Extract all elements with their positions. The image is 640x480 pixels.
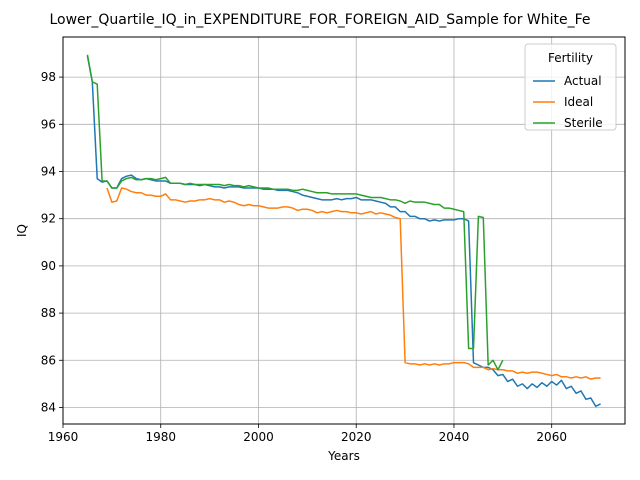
series-line-ideal (106, 187, 601, 380)
x-tick-label: 2040 (439, 430, 470, 444)
legend-title: Fertility (548, 51, 593, 65)
x-tick-label: 2020 (341, 430, 372, 444)
x-tick-label: 1960 (48, 430, 79, 444)
series-lines (86, 54, 601, 408)
y-tick-label: 84 (41, 400, 56, 414)
y-axis-label: IQ (15, 224, 29, 237)
y-axis: 84 86 88 90 92 94 96 98 (41, 70, 63, 414)
y-tick-label: 88 (41, 306, 56, 320)
x-tick-label: 1980 (145, 430, 176, 444)
legend-label-ideal: Ideal (564, 95, 593, 109)
legend-entries: Actual Ideal Sterile (533, 74, 603, 130)
plot-frame (62, 36, 626, 425)
chart-title: Lower_Quartile_IQ_in_EXPENDITURE_FOR_FOR… (49, 12, 590, 28)
y-tick-label: 96 (41, 117, 56, 131)
y-tick-label: 90 (41, 259, 56, 273)
y-tick-label: 98 (41, 70, 56, 84)
x-axis: 1960 1980 2000 2020 2040 2060 (48, 424, 567, 444)
legend-label-actual: Actual (564, 74, 602, 88)
y-tick-label: 94 (41, 165, 56, 179)
x-tick-label: 2000 (243, 430, 274, 444)
x-axis-label: Years (327, 449, 360, 463)
series-line-sterile (86, 54, 504, 371)
legend: Fertility Actual Ideal Sterile (524, 43, 617, 131)
legend-label-sterile: Sterile (564, 116, 603, 130)
legend-box (524, 43, 617, 131)
y-tick-label: 86 (41, 353, 56, 367)
y-tick-label: 92 (41, 212, 56, 226)
x-tick-label: 2060 (536, 430, 567, 444)
series-line-actual (86, 55, 601, 408)
